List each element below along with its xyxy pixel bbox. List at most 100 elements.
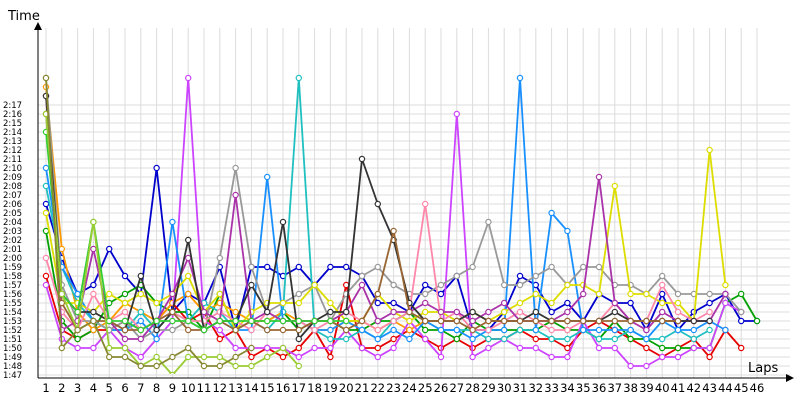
y-tick-label: 2:13: [3, 137, 22, 147]
data-point: [532, 335, 540, 343]
data-point: [358, 317, 366, 325]
data-point: [264, 173, 271, 181]
data-point: [674, 326, 682, 334]
data-point: [374, 290, 381, 298]
x-tick-label: 36: [592, 381, 607, 395]
data-point: [390, 299, 397, 307]
data-point: [90, 326, 97, 334]
x-tick-label: 29: [481, 381, 496, 395]
data-point: [343, 317, 350, 325]
data-point: [295, 326, 302, 334]
data-point: [248, 317, 255, 325]
data-point: [595, 290, 603, 298]
data-point: [532, 317, 540, 325]
data-point: [595, 317, 603, 325]
y-tick-label: 1:49: [3, 353, 22, 363]
y-tick-label: 2:10: [3, 164, 22, 174]
data-point: [564, 353, 571, 361]
data-point: [279, 299, 287, 307]
series-path: [45, 167, 757, 331]
data-point: [137, 353, 144, 361]
data-point: [374, 326, 381, 334]
x-tick-label: 6: [121, 381, 128, 395]
data-point: [422, 326, 429, 334]
x-axis-title: Laps: [748, 361, 778, 376]
data-point: [216, 335, 223, 343]
y-tick-label: 1:55: [3, 299, 22, 309]
data-point: [232, 164, 239, 172]
data-point: [690, 317, 698, 325]
data-point: [121, 299, 129, 307]
data-point: [722, 281, 729, 289]
data-point: [343, 326, 350, 334]
data-point: [248, 344, 255, 352]
data-point: [674, 308, 682, 316]
data-point: [137, 362, 144, 370]
data-point: [374, 335, 381, 343]
y-tick-label: 1:58: [3, 272, 22, 282]
y-tick-label: 1:52: [3, 326, 22, 336]
data-point: [595, 335, 603, 343]
y-tick-label: 2:16: [3, 110, 22, 120]
data-point: [137, 335, 144, 343]
data-point: [422, 308, 429, 316]
data-point: [169, 353, 176, 361]
x-tick-label: 8: [153, 381, 160, 395]
x-tick-label: 10: [181, 381, 196, 395]
x-tick-label: 34: [560, 381, 575, 395]
data-point: [453, 308, 460, 316]
data-point: [564, 299, 571, 307]
x-tick-label: 1: [42, 381, 49, 395]
data-point: [469, 317, 476, 325]
data-point: [374, 317, 381, 325]
data-point: [548, 335, 555, 343]
data-point: [437, 317, 445, 325]
data-point: [264, 353, 271, 361]
data-point: [90, 245, 97, 253]
data-point: [216, 254, 223, 262]
x-tick-label: 22: [370, 381, 385, 395]
data-point: [153, 353, 160, 361]
y-tick-label: 1:59: [3, 263, 22, 273]
data-point: [137, 326, 144, 334]
data-point: [501, 317, 508, 325]
data-point: [153, 362, 160, 370]
data-point: [327, 299, 334, 307]
data-point: [548, 299, 555, 307]
x-tick-label: 23: [386, 381, 401, 395]
data-point: [469, 263, 476, 271]
data-point: [659, 272, 666, 280]
y-tick-label: 2:04: [3, 218, 22, 228]
data-point: [358, 326, 366, 334]
data-point: [90, 317, 97, 325]
data-point: [327, 317, 334, 325]
x-tick-label: 44: [718, 381, 733, 395]
data-point: [643, 344, 650, 352]
data-point: [358, 281, 366, 289]
data-point: [169, 308, 176, 316]
data-point: [516, 281, 524, 289]
data-point: [295, 344, 302, 352]
data-point: [674, 299, 682, 307]
data-point: [453, 272, 460, 280]
y-tick-label: 2:00: [3, 254, 22, 264]
data-point: [422, 317, 429, 325]
data-point: [184, 317, 192, 325]
data-point: [184, 254, 192, 262]
data-point: [90, 290, 97, 298]
data-point: [311, 344, 318, 352]
data-point: [674, 290, 682, 298]
y-axis-title: Time: [7, 9, 40, 24]
data-point: [595, 173, 603, 181]
data-point: [169, 371, 176, 374]
data-point: [390, 317, 397, 325]
data-point: [343, 308, 350, 316]
x-tick-label: 39: [639, 381, 654, 395]
data-point: [169, 317, 176, 325]
x-tick-label: 30: [497, 381, 512, 395]
data-point: [422, 299, 429, 307]
data-point: [105, 317, 113, 325]
data-point: [390, 344, 397, 352]
data-point: [564, 308, 571, 316]
x-tick-label: 5: [106, 381, 113, 395]
